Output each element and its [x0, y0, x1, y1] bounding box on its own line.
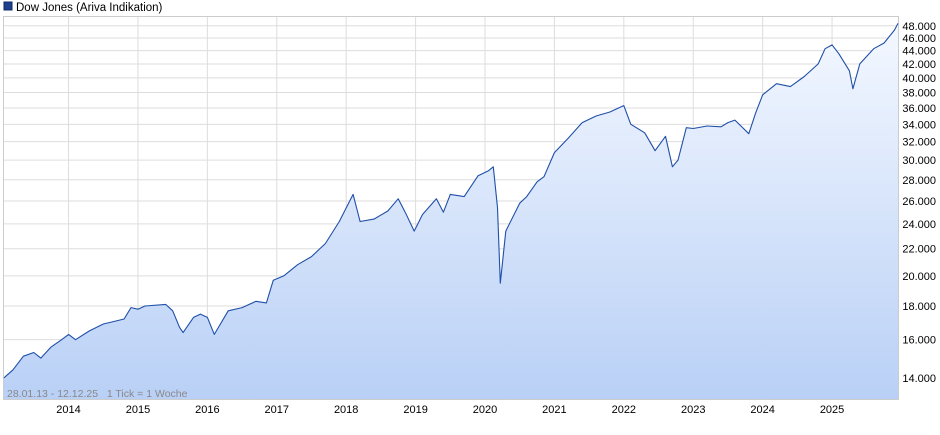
x-tick-label: 2014: [56, 404, 80, 416]
y-tick-label: 28.000: [902, 175, 936, 187]
y-tick-label: 36.000: [902, 103, 936, 115]
y-tick-label: 20.000: [902, 271, 936, 283]
price-line: [3, 23, 899, 379]
y-tick-label: 18.000: [902, 301, 936, 313]
y-tick-label: 22.000: [902, 244, 936, 256]
x-tick-label: 2016: [195, 404, 219, 416]
legend-label: Dow Jones (Ariva Indikation): [16, 2, 163, 14]
x-tick-label: 2020: [473, 404, 497, 416]
price-area: [4, 23, 898, 400]
x-tick-label: 2024: [750, 404, 774, 416]
y-tick-label: 30.000: [902, 155, 936, 167]
x-tick-label: 2021: [542, 404, 566, 416]
y-tick-label: 26.000: [902, 196, 936, 208]
x-tick-label: 2015: [126, 404, 150, 416]
y-tick-label: 32.000: [902, 137, 936, 149]
y-tick-label: 14.000: [902, 373, 936, 385]
y-tick-label: 34.000: [902, 119, 936, 131]
x-tick-label: 2019: [403, 404, 427, 416]
x-tick-label: 2018: [334, 404, 358, 416]
x-tick-label: 2023: [681, 404, 705, 416]
legend-swatch: [3, 1, 13, 11]
y-tick-label: 24.000: [902, 219, 936, 231]
x-axis-ticks: 2014 2015 2016 2017 2018 2019 2020 2021 2022 2023…: [56, 404, 844, 416]
y-tick-label: 40.000: [902, 73, 936, 85]
y-tick-label: 44.000: [902, 46, 936, 58]
x-tick-label: 2017: [265, 404, 289, 416]
x-tick-label: 2025: [820, 404, 844, 416]
x-tick-label: 2022: [612, 404, 636, 416]
y-axis-ticks: 14.000 16.000 18.000 20.000 22.000 24.000 26.0…: [902, 21, 936, 385]
y-tick-label: 46.000: [902, 33, 936, 45]
y-tick-label: 16.000: [902, 335, 936, 347]
y-tick-label: 48.000: [902, 21, 936, 33]
y-tick-label: 38.000: [902, 88, 936, 100]
y-tick-label: 42.000: [902, 59, 936, 71]
date-range-footnote: 28.01.13 - 12.12.25 1 Tick = 1 Woche: [7, 388, 188, 400]
